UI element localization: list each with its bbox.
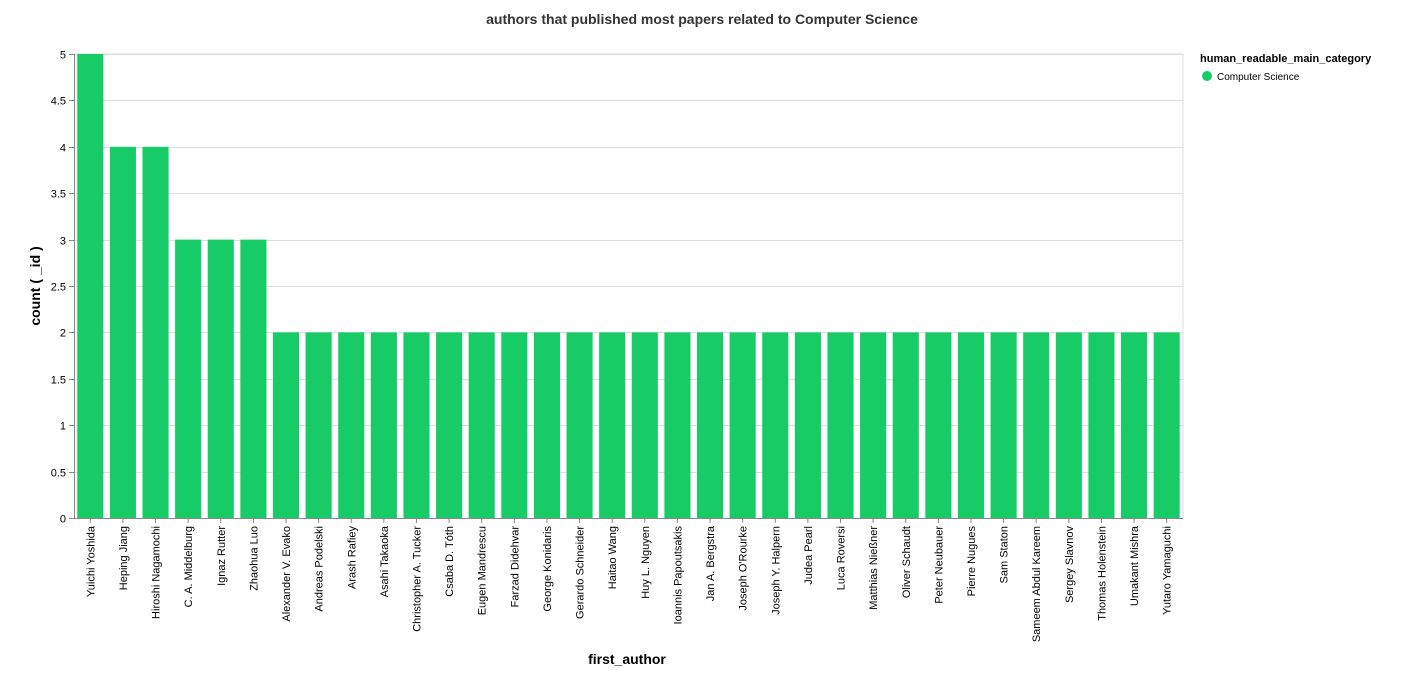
x-tick-label: Eugen Mandrescu bbox=[477, 526, 489, 615]
x-tick-label: Ioannis Papoutsakis bbox=[672, 526, 684, 625]
x-tick-label: Umakant Mishra bbox=[1129, 525, 1141, 606]
x-tick-label: Asahi Takaoka bbox=[379, 525, 391, 597]
bar bbox=[631, 332, 658, 518]
bar bbox=[272, 332, 300, 518]
x-tick-label: Sam Staton bbox=[999, 526, 1011, 583]
bar bbox=[240, 239, 267, 518]
y-tick-label: 1 bbox=[60, 421, 66, 433]
x-tick-label: Matthias Nießner bbox=[868, 526, 880, 610]
bar bbox=[957, 332, 985, 518]
bar bbox=[860, 332, 887, 518]
bar bbox=[1153, 332, 1180, 518]
bar bbox=[892, 332, 919, 518]
x-tick-label: Csaba D. Tóth bbox=[444, 526, 456, 597]
axes: 0 0.5 1 1.5 2 2.5 3 3.5 4 4.5 5 Yuichi Yoshida Hepin… bbox=[51, 50, 1183, 642]
x-tick-label: Farzad Didehvar bbox=[509, 526, 521, 608]
y-tick-label: 4 bbox=[60, 143, 66, 155]
bar bbox=[501, 332, 528, 518]
x-tick-label: Yutaro Yamaguchi bbox=[1162, 526, 1174, 615]
x-tick-label: Hiroshi Nagamochi bbox=[151, 526, 163, 619]
legend-label: Computer Science bbox=[1217, 72, 1300, 83]
chart-title: authors that published most papers relat… bbox=[486, 11, 918, 27]
bar bbox=[664, 332, 691, 518]
x-tick-label: Judea Pearl bbox=[803, 526, 815, 585]
bar bbox=[77, 54, 104, 518]
x-tick-label: Pierre Nugues bbox=[966, 526, 978, 597]
legend-swatch bbox=[1202, 71, 1212, 81]
bar bbox=[1055, 332, 1082, 518]
bar bbox=[729, 332, 756, 518]
bar bbox=[175, 239, 202, 518]
legend: human_readable_main_category Computer Sc… bbox=[1200, 53, 1372, 83]
bar bbox=[109, 146, 136, 519]
y-tick-label: 4.5 bbox=[51, 96, 66, 108]
bar bbox=[142, 146, 169, 519]
x-tick-label: Yuichi Yoshida bbox=[85, 525, 97, 597]
x-tick-label: Thomas Holenstein bbox=[1096, 526, 1108, 621]
x-tick-label: Sameem Abdul Kareem bbox=[1031, 526, 1043, 642]
bar bbox=[1121, 332, 1148, 518]
bar bbox=[990, 332, 1017, 518]
x-tick-label: Sergey Slavnov bbox=[1064, 526, 1076, 604]
y-tick-label: 2 bbox=[60, 328, 66, 340]
y-tick-label: 5 bbox=[60, 50, 66, 62]
x-tick-label: Joseph Y. Halpern bbox=[770, 526, 782, 615]
x-tick-label: Zhaohua Luo bbox=[248, 526, 260, 591]
x-tick-label: Alexander V. Evako bbox=[281, 526, 293, 622]
bar bbox=[827, 332, 854, 518]
x-tick-label: Huy L. Nguyen bbox=[640, 526, 652, 599]
bar bbox=[403, 332, 430, 518]
bar bbox=[697, 332, 724, 518]
bars bbox=[77, 54, 1180, 519]
bar bbox=[762, 332, 789, 518]
x-tick-label: Arash Rafiey bbox=[346, 526, 358, 589]
bar bbox=[533, 332, 560, 518]
bar bbox=[305, 332, 332, 518]
x-tick-label: Luca Roversi bbox=[836, 526, 848, 590]
bar bbox=[599, 332, 626, 518]
bar bbox=[794, 332, 821, 518]
legend-title: human_readable_main_category bbox=[1200, 53, 1372, 65]
bar bbox=[1023, 332, 1050, 518]
bar bbox=[338, 332, 365, 518]
x-tick-label: Ignaz Rutter bbox=[216, 526, 228, 586]
x-tick-label: C. A. Middelburg bbox=[183, 526, 195, 607]
bar bbox=[468, 332, 495, 518]
y-tick-label: 2.5 bbox=[51, 282, 66, 294]
bar bbox=[925, 332, 952, 518]
y-axis-title: count ( _id ) bbox=[27, 246, 43, 325]
y-tick-label: 0.5 bbox=[51, 468, 66, 480]
y-tick-label: 3 bbox=[60, 236, 66, 248]
bar bbox=[207, 239, 234, 518]
bar bbox=[436, 332, 463, 518]
x-tick-label: Heping Jiang bbox=[118, 526, 130, 590]
x-tick-label: Jan A. Bergstra bbox=[705, 525, 717, 601]
x-tick-label: Joseph O'Rourke bbox=[738, 526, 750, 611]
x-tick-label: George Konidaris bbox=[542, 526, 554, 612]
y-tick-label: 0 bbox=[60, 514, 66, 526]
y-tick-label: 3.5 bbox=[51, 189, 66, 201]
x-tick-label: Oliver Schaudt bbox=[901, 526, 913, 598]
x-tick-label: Peter Neubauer bbox=[933, 526, 945, 604]
x-tick-label: Andreas Podelski bbox=[314, 526, 326, 612]
y-tick-label: 1.5 bbox=[51, 375, 66, 387]
x-tick-label: Christopher A. Tucker bbox=[411, 526, 423, 632]
bar bbox=[370, 332, 397, 518]
bar bbox=[566, 332, 593, 518]
x-axis-title: first_author bbox=[588, 651, 666, 667]
x-tick-label: Haitao Wang bbox=[607, 526, 619, 589]
x-tick-label: Gerardo Schneider bbox=[575, 526, 587, 619]
bar bbox=[1088, 332, 1115, 518]
